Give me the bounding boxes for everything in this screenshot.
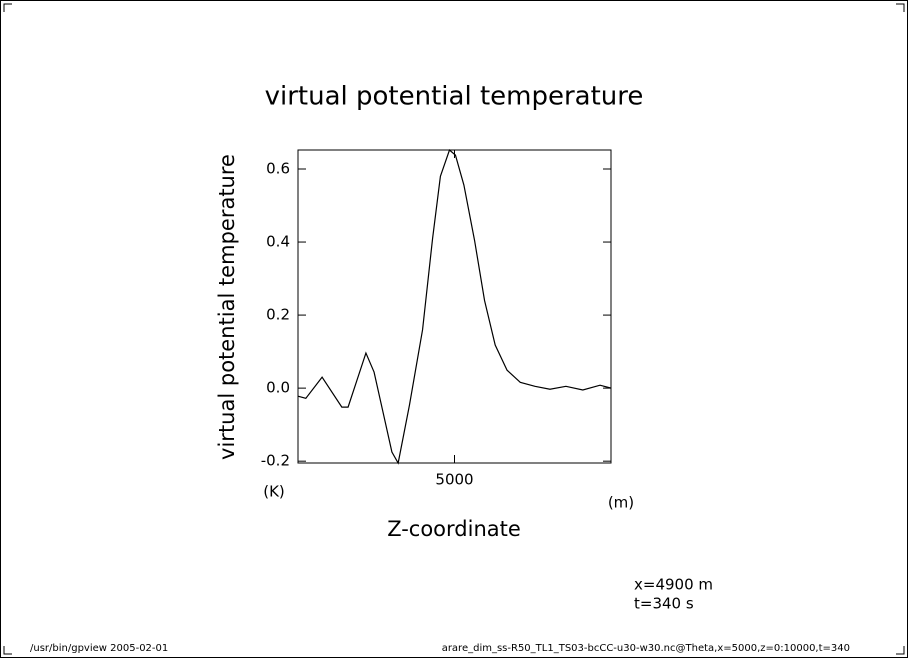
y-tick-label: 0.2 [266, 306, 290, 324]
annotation: x=4900 m [634, 576, 713, 594]
y-unit: (K) [263, 483, 285, 501]
chart-title: virtual potential temperature [265, 82, 644, 112]
data-line [297, 148, 612, 465]
y-axis-label: virtual potential temperature [215, 154, 239, 460]
y-tick-label: 0.0 [266, 379, 290, 397]
footer-left: /usr/bin/gpview 2005-02-01 [30, 643, 168, 654]
y-tick-label: -0.2 [261, 452, 290, 470]
footer-right: arare_dim_ss-R50_TL1_TS03-bcCC-u30-w30.n… [442, 643, 850, 654]
y-tick-label: 0.6 [266, 159, 290, 177]
x-axis-label: Z-coordinate [387, 517, 521, 541]
y-tick-label: 0.4 [266, 233, 290, 251]
corner-marks [3, 3, 905, 655]
annotation: t=340 s [634, 595, 694, 613]
x-unit: (m) [608, 494, 634, 512]
x-tick-label: 5000 [435, 471, 473, 489]
